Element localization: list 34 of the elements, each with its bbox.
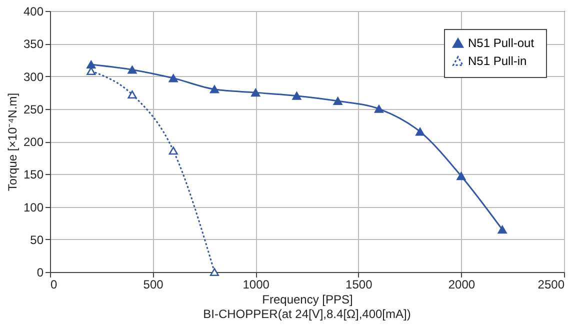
- y-tick-label: 100: [23, 200, 44, 214]
- point: [210, 268, 220, 276]
- y-tick-label: 0: [36, 266, 44, 280]
- y-tick-label: 50: [30, 232, 44, 247]
- point: [86, 60, 96, 69]
- y-tick-label: 150: [23, 168, 44, 182]
- x-tick-label: 2500: [538, 278, 565, 292]
- y-axis-title: Torque [×10⁻⁴N.m]: [5, 92, 20, 192]
- point: [374, 104, 384, 113]
- x-axis-title: Frequency [PPS]: [262, 292, 353, 306]
- y-tick-label: 300: [23, 70, 44, 84]
- x-tick-label: 2000: [448, 278, 476, 292]
- x-tick-label: 0: [50, 278, 58, 292]
- legend-label: N51 Pull-in: [468, 54, 527, 68]
- point: [333, 97, 342, 106]
- legend-label: N51 Pull-out: [468, 36, 535, 50]
- y-tick-label: 350: [23, 37, 44, 52]
- text: BI-CHOPPER(at 24[V],8.4[Ω],400[mA]): [203, 307, 411, 321]
- point: [128, 66, 137, 74]
- y-tick-label: 250: [23, 102, 44, 116]
- x-tick-label: 500: [143, 278, 164, 292]
- x-tick-label: 1000: [242, 278, 270, 292]
- point: [128, 90, 137, 99]
- y-tick-label: 200: [23, 135, 44, 149]
- y-tick-label: 400: [23, 4, 44, 18]
- point: [210, 85, 220, 94]
- point: [416, 128, 425, 136]
- point: [498, 226, 507, 234]
- point: [292, 92, 302, 100]
- point: [456, 172, 466, 180]
- point: [251, 88, 260, 97]
- x-tick-label: 1500: [346, 278, 373, 292]
- point: [168, 146, 178, 155]
- point: [168, 74, 178, 82]
